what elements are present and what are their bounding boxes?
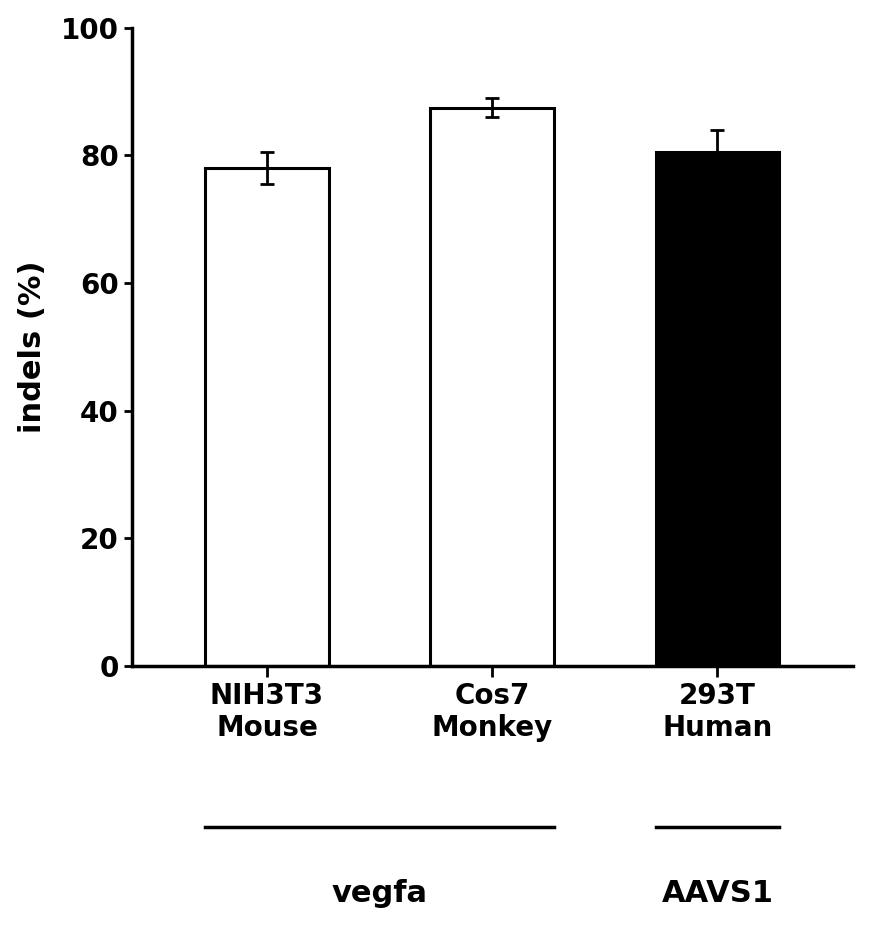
Text: AAVS1: AAVS1 bbox=[661, 880, 773, 908]
Bar bbox=[655, 153, 779, 666]
Bar bbox=[430, 107, 553, 666]
Y-axis label: indels (%): indels (%) bbox=[18, 261, 47, 433]
Bar bbox=[205, 168, 328, 666]
Text: vegfa: vegfa bbox=[331, 880, 427, 908]
